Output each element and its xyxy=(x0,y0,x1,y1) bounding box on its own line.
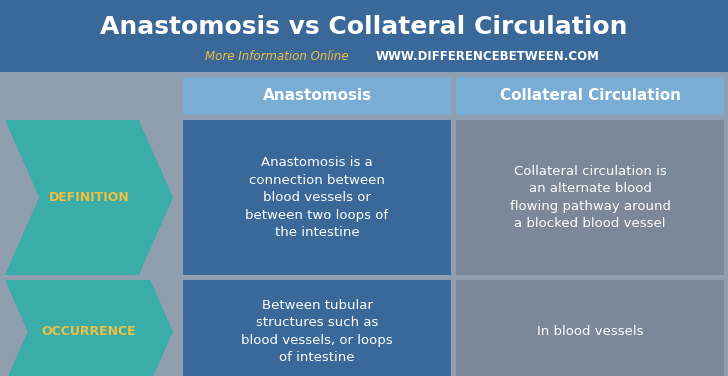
Text: Anastomosis: Anastomosis xyxy=(262,88,371,103)
Polygon shape xyxy=(5,280,173,376)
Bar xyxy=(183,77,451,115)
Polygon shape xyxy=(5,120,173,275)
Bar xyxy=(0,0,728,72)
Bar xyxy=(456,77,724,115)
Bar xyxy=(456,280,724,376)
Text: Between tubular
structures such as
blood vessels, or loops
of intestine: Between tubular structures such as blood… xyxy=(241,299,393,364)
Text: In blood vessels: In blood vessels xyxy=(537,325,644,338)
Text: Anastomosis vs Collateral Circulation: Anastomosis vs Collateral Circulation xyxy=(100,15,628,39)
Bar xyxy=(456,120,724,275)
Text: Collateral circulation is
an alternate blood
flowing pathway around
a blocked bl: Collateral circulation is an alternate b… xyxy=(510,165,670,230)
Text: OCCURRENCE: OCCURRENCE xyxy=(41,325,136,338)
Text: Anastomosis is a
connection between
blood vessels or
between two loops of
the in: Anastomosis is a connection between bloo… xyxy=(245,156,389,239)
Text: Collateral Circulation: Collateral Circulation xyxy=(499,88,681,103)
Bar xyxy=(183,280,451,376)
Text: More Information Online: More Information Online xyxy=(205,50,349,63)
Bar xyxy=(183,120,451,275)
Text: DEFINITION: DEFINITION xyxy=(49,191,130,204)
Text: WWW.DIFFERENCEBETWEEN.COM: WWW.DIFFERENCEBETWEEN.COM xyxy=(376,50,600,63)
